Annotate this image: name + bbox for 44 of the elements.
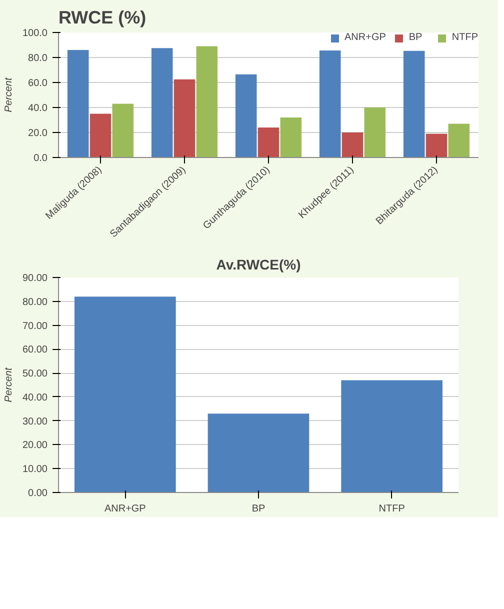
bar [341, 380, 442, 492]
bar [235, 74, 257, 158]
bar [151, 48, 173, 158]
bar [448, 124, 470, 158]
bar [90, 114, 112, 158]
y-tick-label: 20.0 [28, 128, 48, 139]
bar [364, 108, 386, 158]
bar [74, 296, 176, 492]
y-tick-label: 80.0 [28, 53, 48, 64]
y-tick-label: 40.00 [22, 392, 48, 404]
chart-title: RWCE (%) [58, 8, 146, 28]
y-tick-label: 80.00 [22, 296, 48, 308]
y-tick-label: 40.0 [28, 103, 48, 114]
y-tick-label: 60.00 [22, 344, 48, 356]
y-tick-label: 50.00 [22, 368, 48, 380]
x-tick-label: ANR+GP [104, 504, 146, 514]
y-tick-label: 60.0 [28, 78, 48, 89]
legend-label: BP [408, 32, 424, 43]
y-tick-label: 70.00 [22, 320, 48, 332]
y-axis-title: Percent [3, 366, 14, 402]
bar [174, 79, 196, 158]
y-axis-title: Percent [3, 76, 14, 112]
y-tick-label: 90.00 [22, 273, 48, 284]
y-tick-label: 0.0 [34, 153, 48, 164]
bar [208, 414, 310, 492]
y-tick-label: 10.00 [22, 464, 48, 476]
y-tick-label: 0.00 [28, 488, 48, 499]
bar [426, 134, 448, 158]
legend-label: NTFP [452, 32, 478, 43]
bar [403, 50, 425, 158]
bar [258, 128, 280, 158]
bar [342, 132, 364, 158]
x-tick-label: BP [252, 504, 266, 514]
bar [280, 118, 302, 158]
y-tick-label: 30.00 [22, 416, 48, 428]
bar [319, 50, 341, 158]
chart-title: Av.RWCE(%) [216, 256, 301, 272]
y-tick-label: 20.00 [22, 440, 48, 452]
legend-label: ANR+GP [344, 32, 386, 43]
x-tick-label: NTFP [378, 504, 406, 514]
bar [196, 46, 218, 158]
bar [112, 104, 134, 158]
y-tick-label: 100.0 [22, 28, 48, 39]
bar [67, 50, 89, 158]
